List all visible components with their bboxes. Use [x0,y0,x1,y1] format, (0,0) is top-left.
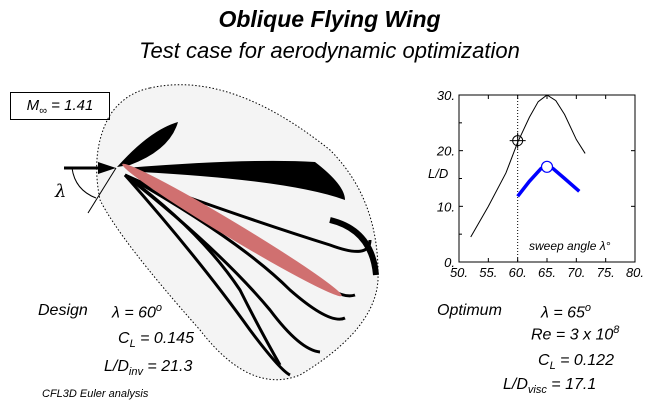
plot-frame [458,94,636,263]
x-tick-label: 70. [567,265,585,280]
cl-value: = 0.122 [555,352,614,369]
mach-value: = 1.41 [47,97,94,114]
ld-label: L/D [503,376,528,393]
cl-sub: L [549,360,556,373]
design-ld: L/Dinv = 21.3 [104,358,192,378]
y-tick-label: 30. [437,88,455,103]
optimum-lambda: λ = 65o [541,302,591,322]
optimum-lambda-value: λ = 65 [541,304,585,322]
y-axis-label: L/D [428,166,448,181]
x-tick-label: 75. [597,265,615,280]
cl-label: C [118,330,130,347]
page-title: Oblique Flying Wing [218,6,441,32]
y-tick-label: 20. [436,144,455,159]
y-tick-label: 0. [444,255,455,270]
ld-value: = 21.3 [142,358,193,375]
degree-sup: o [155,302,163,314]
x-tick-label: 55. [479,265,497,280]
ld-sub: visc [527,384,547,397]
analysis-note: CFL3D Euler analysis [42,388,149,400]
design-lambda: λ = 60o [112,302,162,322]
shock-lobe-upper [117,122,178,167]
flow-field-diagram: λ [54,84,379,381]
ld-value: = 17.1 [546,376,597,393]
mach-number-box: M∞ = 1.41 [10,92,110,120]
x-tick-label: 65. [538,265,556,280]
ld-label: L/D [104,358,129,375]
optimum-ld: L/Dvisc = 17.1 [503,376,596,396]
lambda-label: λ [54,181,66,202]
y-tick-label: 10. [437,199,455,214]
degree-sup: o [584,302,592,314]
cl-label: C [538,352,550,369]
mach-label: M [26,97,40,114]
wing-shape [122,163,342,297]
inviscid-ld-curve [470,94,586,238]
design-cl: CL = 0.145 [118,330,194,350]
x-axis-label: sweep angle λ° [529,239,611,253]
optimum-re: Re = 3 x 108 [531,324,619,344]
design-label: Design [38,302,88,319]
shock-region-right [125,160,345,200]
sweep-angle-arc [71,167,97,199]
x-tick-label: 60. [509,265,527,280]
re-value: Re = 3 x 10 [531,326,614,344]
sweep-line [87,167,117,214]
page-subtitle: Test case for aerodynamic optimization [139,38,520,63]
optimum-label: Optimum [437,302,502,319]
re-exponent: 8 [613,324,620,336]
optimum-point-marker [540,160,554,173]
mach-sub: ∞ [39,105,48,117]
cl-value: = 0.145 [135,330,194,347]
design-lambda-value: λ = 60 [112,304,156,322]
x-tick-label: 50. [450,265,468,280]
optimum-cl: CL = 0.122 [538,352,614,372]
cl-sub: L [129,338,136,351]
flow-arrow-head [98,162,116,174]
x-tick-label: 80. [626,265,644,280]
ld-sub: inv [128,366,143,379]
